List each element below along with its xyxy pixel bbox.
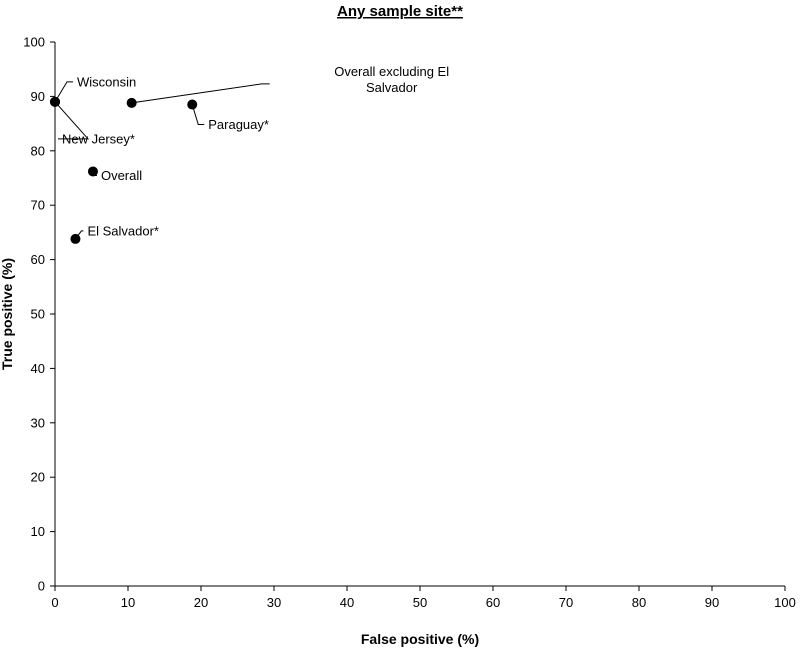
data-point — [126, 97, 137, 108]
x-axis-title: False positive (%) — [361, 631, 479, 647]
y-tick-label: 70 — [31, 198, 45, 213]
y-axis-title: True positive (%) — [0, 258, 15, 370]
data-point — [87, 166, 98, 177]
x-tick-label: 40 — [340, 595, 354, 610]
data-point — [187, 99, 198, 110]
y-tick-label: 60 — [31, 252, 45, 267]
data-point — [70, 233, 81, 244]
x-tick-label: 30 — [267, 595, 281, 610]
x-tick-label: 50 — [413, 595, 427, 610]
y-tick-label: 40 — [31, 361, 45, 376]
y-tick-label: 10 — [31, 524, 45, 539]
axes — [54, 42, 785, 587]
point-label: Paraguay* — [208, 117, 269, 132]
y-tick-label: 0 — [38, 579, 45, 594]
x-ticks: 0 10 20 30 40 50 60 70 80 90 100 — [51, 586, 796, 610]
point-leader-line — [131, 83, 270, 104]
y-tick-label: 30 — [31, 415, 45, 430]
point-label: Salvador — [366, 80, 418, 95]
x-tick-label: 70 — [559, 595, 573, 610]
point-label: Overall excluding El — [334, 64, 449, 79]
point-leader-line — [191, 104, 205, 126]
x-tick-label: 0 — [51, 595, 58, 610]
chart-title: Any sample site** — [337, 3, 463, 20]
point-leader-line — [54, 81, 73, 103]
x-tick-label: 20 — [194, 595, 208, 610]
point-label: El Salvador* — [87, 223, 159, 238]
x-tick-label: 80 — [632, 595, 646, 610]
x-tick-label: 90 — [705, 595, 719, 610]
point-label: New Jersey* — [62, 131, 135, 146]
point-leader-line — [54, 101, 90, 140]
point-label: Wisconsin — [77, 74, 136, 89]
y-tick-label: 100 — [23, 35, 45, 50]
point-label: Overall — [101, 168, 142, 183]
data-point — [50, 96, 60, 107]
y-ticks: 0 10 20 30 40 50 60 70 80 90 100 — [23, 35, 55, 594]
x-tick-label: 60 — [486, 595, 500, 610]
y-tick-label: 20 — [31, 470, 45, 485]
y-tick-label: 80 — [31, 143, 45, 158]
y-tick-label: 50 — [31, 307, 45, 322]
data-points: Wisconsin New Jersey* Overall excluding El… — [50, 64, 449, 244]
x-tick-label: 100 — [774, 595, 796, 610]
x-tick-label: 10 — [121, 595, 135, 610]
y-tick-label: 90 — [31, 89, 45, 104]
